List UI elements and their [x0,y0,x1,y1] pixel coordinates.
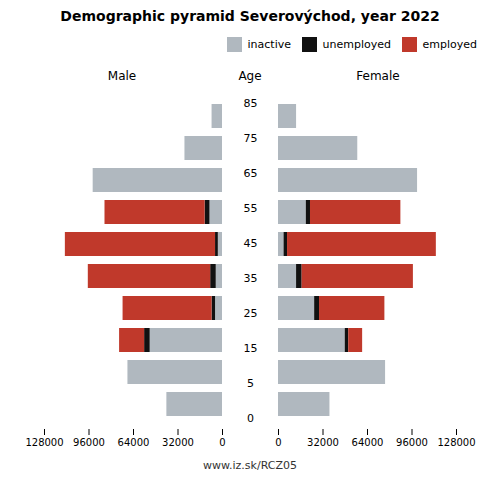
svg-text:96000: 96000 [73,436,105,447]
svg-text:55: 55 [244,202,258,215]
svg-text:128000: 128000 [437,436,475,447]
html-text:Female: Female [356,68,400,83]
html-text:unemployed: unemployed [322,38,391,51]
svg-text:45: 45 [244,237,258,250]
html-text:www.iz.sk/RCZ05: www.iz.sk/RCZ05 [203,458,297,472]
svg-text:75: 75 [244,132,258,145]
html-text:inactive: inactive [247,38,291,51]
svg-text:0: 0 [247,412,254,425]
svg-text:15: 15 [244,342,258,355]
svg-text:96000: 96000 [396,436,428,447]
svg-text:85: 85 [244,97,258,110]
svg-text:5: 5 [247,377,254,390]
html-text:Male: Male [107,68,137,83]
svg-text:128000: 128000 [25,436,63,447]
svg-text:32000: 32000 [307,436,339,447]
svg-text:64000: 64000 [352,436,384,447]
svg-text:25: 25 [244,307,258,320]
html-text:employed: employed [422,38,477,51]
svg-text:0: 0 [219,436,225,447]
html-text:Demographic pyramid Severových: Demographic pyramid Severovýchod, year 2… [60,8,440,24]
svg-text:32000: 32000 [162,436,194,447]
svg-text:64000: 64000 [118,436,150,447]
svg-text:0: 0 [275,436,281,447]
html-text:Age: Age [238,68,262,83]
svg-text:35: 35 [244,272,258,285]
svg-text:65: 65 [244,167,258,180]
